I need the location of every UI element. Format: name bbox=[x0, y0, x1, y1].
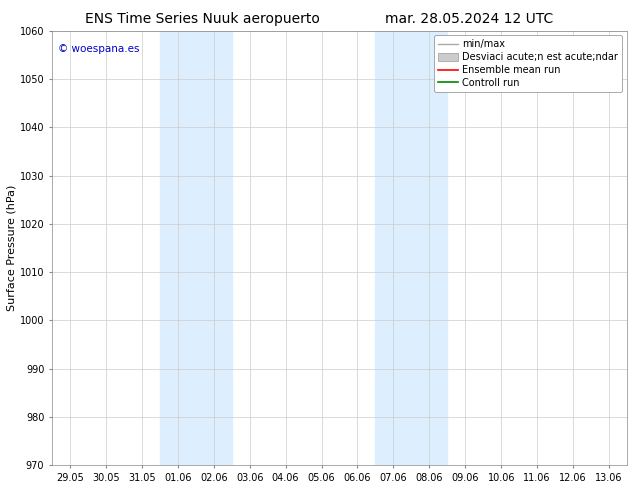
Text: mar. 28.05.2024 12 UTC: mar. 28.05.2024 12 UTC bbox=[385, 12, 553, 26]
Y-axis label: Surface Pressure (hPa): Surface Pressure (hPa) bbox=[7, 185, 17, 311]
Text: © woespana.es: © woespana.es bbox=[58, 44, 139, 53]
Legend: min/max, Desviaci acute;n est acute;ndar, Ensemble mean run, Controll run: min/max, Desviaci acute;n est acute;ndar… bbox=[434, 35, 622, 92]
Bar bbox=[375, 30, 448, 465]
Bar bbox=[160, 30, 231, 465]
Text: ENS Time Series Nuuk aeropuerto: ENS Time Series Nuuk aeropuerto bbox=[86, 12, 320, 26]
